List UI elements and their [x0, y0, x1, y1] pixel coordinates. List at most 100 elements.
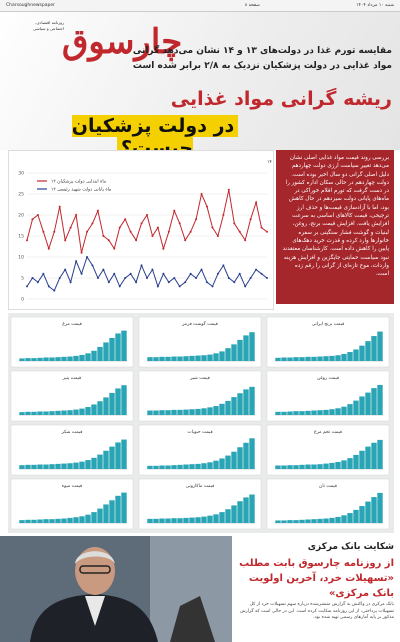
data-point	[107, 239, 110, 242]
data-point	[167, 281, 170, 284]
small-bar	[97, 454, 103, 469]
data-point	[260, 272, 263, 275]
small-bar	[25, 464, 31, 469]
small-bar	[109, 392, 115, 415]
data-point	[249, 277, 252, 279]
data-point	[107, 281, 110, 284]
small-bar	[287, 520, 293, 523]
data-point	[64, 268, 67, 271]
small-bar	[49, 357, 55, 361]
small-bar	[353, 509, 359, 523]
small-bar	[103, 450, 109, 469]
data-point	[184, 239, 187, 242]
small-bar	[31, 358, 37, 361]
small-bar	[275, 357, 281, 361]
small-bar	[237, 501, 243, 523]
small-bar	[365, 446, 371, 469]
data-point	[206, 281, 208, 284]
data-point	[156, 285, 159, 288]
story-body: بانک مرکزی در واکنش به گزارش منتشرشده در…	[240, 602, 394, 620]
data-point	[211, 285, 214, 288]
small-bar	[281, 411, 287, 415]
small-bar	[365, 501, 371, 523]
small-bar	[103, 397, 109, 415]
data-point	[91, 264, 94, 267]
small-chart-title: قیمت ماکارونی	[186, 483, 215, 489]
data-point	[64, 239, 67, 242]
data-point	[227, 188, 230, 191]
small-bar	[317, 356, 323, 361]
small-bar	[311, 519, 317, 523]
small-bar	[341, 460, 347, 469]
data-point	[47, 247, 50, 250]
small-bar	[189, 409, 195, 415]
data-point	[75, 260, 78, 263]
small-bar	[49, 411, 55, 415]
small-bar	[55, 463, 61, 469]
small-bar	[317, 410, 323, 415]
data-point	[200, 193, 203, 195]
small-bar	[287, 465, 293, 469]
small-bar	[79, 354, 85, 361]
small-bar	[287, 411, 293, 415]
data-point	[69, 226, 72, 229]
small-bar	[317, 518, 323, 523]
small-bar	[43, 357, 49, 361]
small-bar	[19, 412, 25, 415]
small-bar	[311, 410, 317, 415]
data-point	[140, 222, 143, 225]
small-bar	[329, 409, 335, 415]
data-point	[86, 230, 88, 233]
small-bar	[347, 458, 353, 469]
small-bar	[31, 519, 37, 523]
small-bar	[165, 465, 171, 469]
small-bar	[231, 451, 237, 469]
small-bar	[177, 409, 183, 415]
small-bar	[183, 517, 189, 523]
small-bar	[115, 495, 121, 523]
small-bar	[159, 465, 165, 469]
small-bar	[25, 411, 31, 415]
small-bar	[109, 500, 115, 523]
data-point	[189, 230, 192, 233]
small-bar	[121, 439, 127, 469]
small-bar	[43, 519, 49, 523]
data-point	[36, 281, 39, 284]
small-bar	[153, 465, 159, 469]
small-bar	[91, 512, 97, 523]
small-bar	[275, 520, 281, 523]
small-bar	[219, 403, 225, 415]
small-bar	[55, 410, 61, 415]
photo-face	[75, 547, 115, 595]
small-bar	[201, 516, 207, 523]
data-point	[255, 201, 258, 204]
small-bar	[183, 464, 189, 469]
data-point	[162, 247, 165, 250]
small-bar	[225, 509, 231, 523]
small-bar	[109, 337, 115, 361]
data-point	[31, 277, 34, 279]
small-bar	[85, 460, 91, 469]
small-bar	[49, 519, 55, 523]
small-bar	[165, 356, 171, 361]
small-bar	[201, 355, 207, 361]
header-page: صفحه ۸	[244, 3, 260, 8]
small-bar	[225, 400, 231, 415]
header-date: شنبه ۱۰ مرداد ۱۴۰۴	[356, 3, 394, 8]
small-bar	[347, 513, 353, 523]
data-point	[129, 230, 132, 233]
small-bar	[91, 350, 97, 361]
small-bar	[19, 358, 25, 361]
photo-figure	[170, 596, 215, 642]
small-bar	[153, 410, 159, 415]
small-bar	[243, 442, 249, 469]
header-strip: شنبه ۱۰ مرداد ۱۴۰۴ Charsoughnewspaper صف…	[0, 0, 400, 12]
small-bar	[67, 356, 73, 361]
small-bar	[189, 355, 195, 361]
data-point	[86, 256, 88, 258]
small-bar	[37, 357, 43, 361]
small-bar	[341, 353, 347, 361]
small-bar	[335, 516, 341, 523]
small-bar	[213, 514, 219, 523]
small-bar	[359, 345, 365, 361]
